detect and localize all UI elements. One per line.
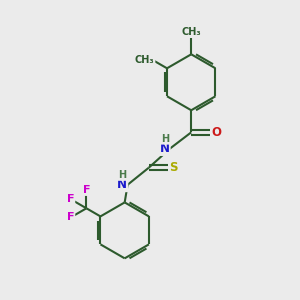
Text: H: H bbox=[118, 170, 126, 180]
Text: CH₃: CH₃ bbox=[182, 27, 201, 37]
Text: O: O bbox=[211, 126, 221, 139]
Text: F: F bbox=[83, 185, 90, 195]
Text: F: F bbox=[67, 194, 74, 204]
Text: S: S bbox=[169, 161, 178, 174]
Text: N: N bbox=[117, 178, 127, 191]
Text: F: F bbox=[67, 212, 74, 222]
Text: H: H bbox=[161, 134, 169, 144]
Text: CH₃: CH₃ bbox=[135, 55, 154, 65]
Text: N: N bbox=[160, 142, 170, 155]
